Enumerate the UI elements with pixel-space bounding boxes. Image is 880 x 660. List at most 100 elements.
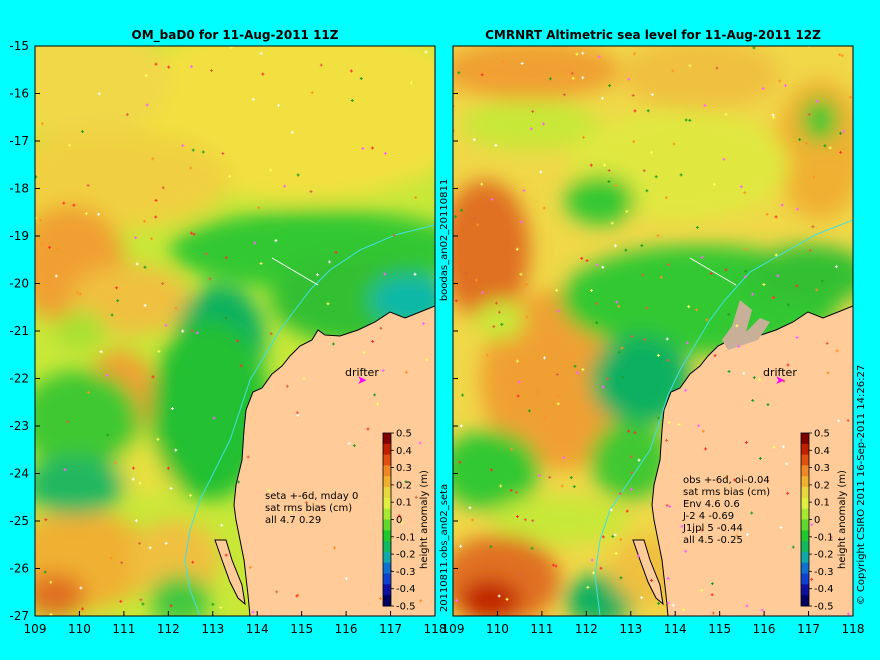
observation-marker [840, 54, 844, 58]
y-tick-label: -16 [9, 87, 29, 101]
observation-marker [807, 113, 811, 117]
colorbar-tick-label: 0.4 [396, 446, 412, 457]
observation-marker [597, 55, 601, 59]
observation-marker [78, 292, 82, 296]
observation-marker [397, 514, 401, 518]
middle-top-run-id: boodas_an02_20110811 [439, 179, 450, 301]
observation-marker [224, 256, 228, 260]
observation-marker [617, 304, 621, 308]
observation-marker [424, 50, 428, 54]
observation-marker [316, 273, 320, 277]
right-drifter-marker: drifter ➤ [763, 366, 797, 387]
observation-marker [791, 545, 795, 549]
observation-marker [786, 491, 790, 495]
observation-marker [166, 466, 170, 470]
observation-marker [765, 212, 769, 216]
observation-marker [489, 545, 493, 549]
observation-marker [666, 601, 670, 605]
colorbar-swatch [801, 454, 809, 466]
colorbar-swatch [383, 433, 391, 445]
x-tick-label: 113 [619, 622, 642, 636]
observation-marker [725, 475, 729, 479]
observation-marker [629, 487, 633, 491]
stats-line: obs +-6d, oi-0.04 [683, 475, 770, 486]
observation-marker [170, 406, 174, 410]
y-tick-label: -25 [9, 514, 29, 528]
observation-marker [210, 69, 214, 73]
observation-marker [671, 603, 675, 607]
observation-marker [181, 144, 185, 148]
observation-marker [516, 394, 520, 398]
observation-marker [239, 364, 243, 368]
colorbar-tick-label: 0.4 [814, 446, 830, 457]
right-shelf-mask [722, 300, 770, 350]
observation-marker [715, 66, 719, 70]
right-observation-markers [453, 46, 852, 616]
observation-marker [480, 182, 484, 186]
observation-marker [251, 610, 255, 614]
observation-marker [650, 93, 654, 97]
observation-marker [642, 169, 646, 173]
observation-marker [192, 232, 196, 236]
observation-marker [143, 265, 147, 269]
observation-marker [631, 94, 635, 98]
observation-marker [786, 363, 790, 367]
observation-marker [677, 422, 681, 426]
observation-marker [514, 491, 518, 495]
observation-marker [826, 371, 830, 375]
observation-marker [701, 429, 705, 433]
observation-marker [614, 183, 618, 187]
colorbar-swatch [383, 497, 391, 510]
observation-marker [373, 393, 377, 397]
colorbar-tick-label: 0 [396, 515, 402, 526]
observation-marker [474, 278, 478, 282]
observation-marker [379, 326, 383, 330]
left-transect-line [271, 257, 319, 286]
colorbar-tick-label: -0.5 [814, 602, 834, 613]
observation-marker [601, 265, 605, 269]
observation-marker [589, 163, 593, 167]
observation-marker [309, 190, 313, 194]
observation-marker [151, 157, 155, 161]
observation-marker [838, 53, 842, 57]
observation-marker [510, 447, 514, 451]
right-panel-title: CMRNRT Altimetric sea level for 11-Aug-2… [485, 28, 821, 42]
observation-marker [248, 565, 252, 569]
observation-marker [611, 534, 615, 538]
observation-marker [181, 329, 185, 333]
observation-marker [700, 255, 704, 259]
observation-marker [627, 429, 631, 433]
x-tick-label: 113 [201, 622, 224, 636]
observation-marker [414, 495, 418, 499]
observation-marker [114, 286, 118, 290]
observation-marker [275, 590, 279, 594]
observation-marker [79, 586, 83, 590]
observation-marker [548, 475, 552, 479]
y-tick-label: -27 [9, 609, 29, 623]
observation-marker [143, 303, 147, 307]
observation-marker [601, 385, 605, 389]
colorbar-swatch [383, 443, 391, 456]
left-drifter-label: drifter [345, 366, 379, 379]
observation-marker [630, 471, 634, 475]
observation-marker [629, 455, 633, 459]
observation-marker [40, 242, 44, 246]
observation-marker [815, 288, 819, 292]
observation-marker [650, 579, 654, 583]
observation-marker [745, 604, 749, 608]
observation-marker [106, 433, 110, 437]
observation-marker [237, 480, 241, 484]
observation-marker [724, 268, 728, 272]
left-drifter-arrow-icon: ➤ [357, 373, 367, 387]
observation-marker [120, 561, 124, 565]
observation-marker [525, 282, 529, 286]
observation-marker [752, 376, 756, 380]
observation-marker [269, 332, 273, 336]
observation-marker [774, 253, 778, 257]
observation-marker [476, 223, 480, 227]
observation-marker [421, 322, 425, 326]
observation-marker [556, 402, 560, 406]
observation-marker [191, 148, 195, 152]
observation-marker [744, 269, 748, 273]
colorbar-swatch [801, 573, 809, 585]
